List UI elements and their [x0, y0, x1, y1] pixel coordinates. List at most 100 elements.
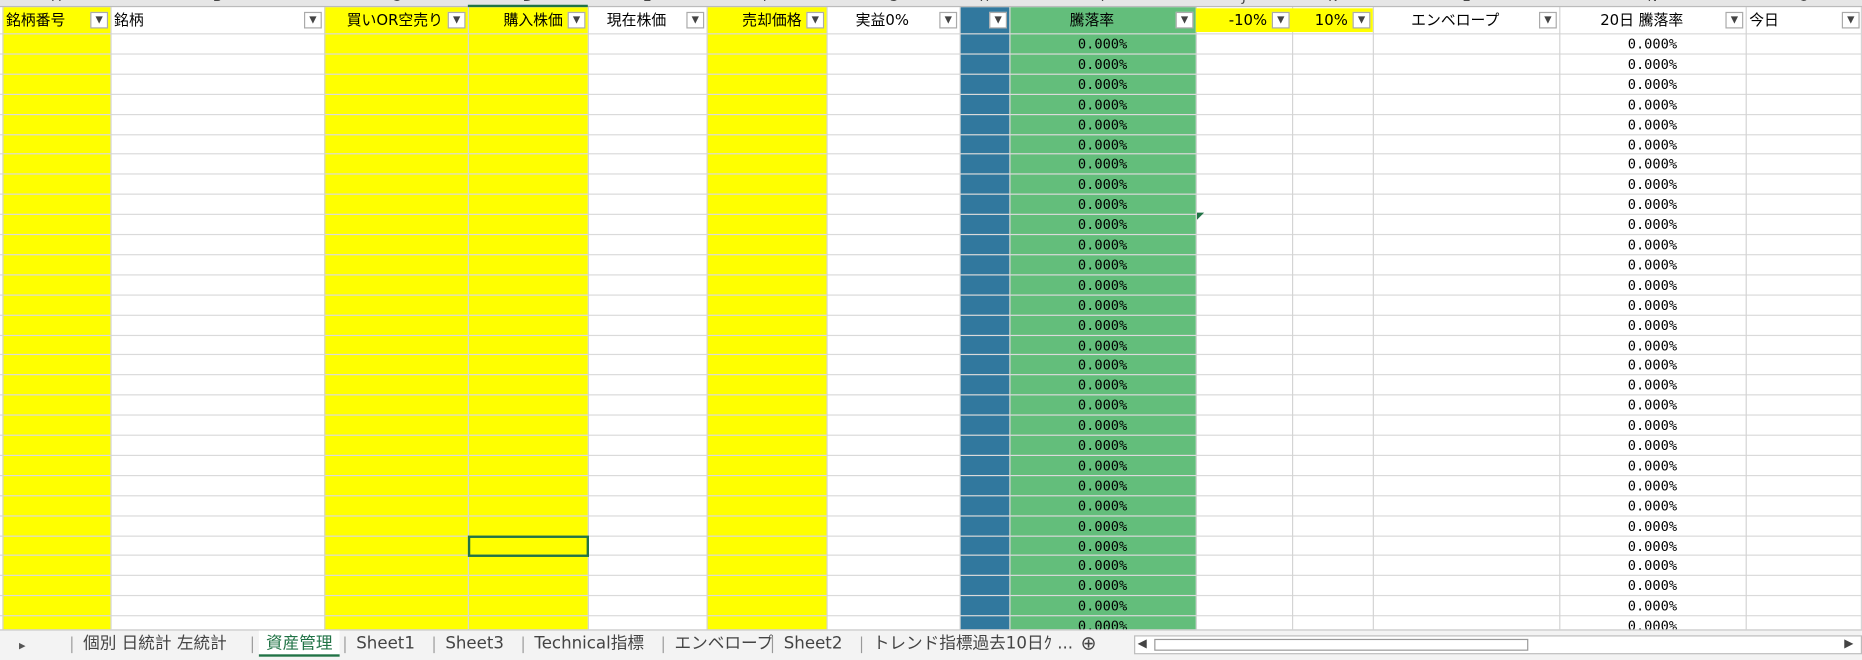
cell-value: 0.000% [1627, 437, 1678, 454]
sheet-tab[interactable]: トレンド指標過去10日ｸ ... [872, 634, 1074, 654]
cell-value: 0.000% [1627, 557, 1678, 575]
sheet-tab[interactable]: Technical指標 [534, 634, 644, 654]
row-line [0, 334, 1862, 336]
filter-button[interactable]: ▼ [90, 11, 109, 29]
scroll-left[interactable]: ◀ [1137, 637, 1147, 651]
filter-button[interactable]: ▼ [1841, 11, 1860, 29]
cell-value: 0.000% [1627, 416, 1678, 434]
cell-value: 0.000% [1077, 316, 1128, 334]
column-letter: G [827, 0, 960, 7]
filter-button[interactable]: ▼ [447, 11, 466, 29]
row-line [0, 354, 1862, 356]
row-line [0, 113, 1862, 115]
cell-value: 0.000% [1627, 115, 1678, 133]
cell-value: 0.000% [1627, 457, 1678, 474]
cell-value: 0.000% [1077, 597, 1128, 615]
filter-button[interactable]: ▼ [1352, 11, 1371, 29]
column-fill [324, 7, 468, 630]
cell-value: 0.000% [1077, 537, 1128, 554]
cell-value: 0.000% [1077, 356, 1128, 374]
col-line [826, 0, 828, 630]
row-line [0, 374, 1862, 376]
cell-value: 0.000% [1627, 256, 1678, 273]
col-line [1860, 0, 1862, 630]
filter-button[interactable]: ▼ [939, 11, 958, 29]
col-line [467, 0, 470, 630]
row-line [0, 153, 1862, 155]
cell-value: 0.000% [1077, 336, 1128, 354]
filter-button[interactable]: ▼ [989, 11, 1007, 29]
filter-button[interactable]: ▼ [567, 11, 586, 29]
sheet-tab[interactable]: Sheet2 [783, 634, 843, 654]
filter-button[interactable]: ▼ [806, 11, 825, 29]
add-sheet-button[interactable]: ⊕ [1080, 631, 1097, 655]
active-sheet-tab[interactable]: 資産管理 [258, 630, 340, 657]
cell-value: 0.000% [1077, 135, 1128, 153]
tab-separator [860, 636, 863, 654]
sheet-tab[interactable]: 個別 日統計 左統計 [83, 634, 227, 654]
filter-button[interactable]: ▼ [304, 11, 322, 29]
row-line [0, 514, 1862, 517]
selected-cell [467, 534, 589, 558]
cell-value: 0.000% [1077, 176, 1128, 193]
sheet-tab[interactable]: エンベロープ [674, 634, 774, 654]
column-fill [2, 7, 111, 630]
cell-value: 0.000% [1627, 276, 1678, 294]
column-header: 騰落率 [1069, 10, 1115, 29]
cell-value: 0.000% [1077, 457, 1128, 474]
row-line [0, 575, 1862, 577]
row-line [0, 394, 1862, 396]
column-letter: H [960, 0, 1010, 7]
col-line [324, 0, 326, 630]
column-letter: E [588, 0, 707, 7]
cell-value: 0.000% [1077, 55, 1128, 73]
row-line [0, 534, 1862, 537]
scroll-thumb[interactable] [1154, 638, 1529, 651]
filter-button[interactable]: ▼ [1175, 11, 1194, 29]
row-line [0, 53, 1862, 55]
sheet-tab[interactable]: Sheet3 [445, 634, 504, 654]
cell-value: 0.000% [1077, 156, 1128, 173]
cell-value: 0.000% [1627, 597, 1678, 615]
row-line [0, 233, 1862, 236]
cell-value: 0.000% [1077, 75, 1128, 93]
cell-value: 0.000% [1077, 196, 1128, 213]
cell-value: 0.000% [1627, 156, 1678, 173]
row-line [0, 253, 1862, 256]
cell-value: 0.000% [1627, 396, 1678, 414]
sheet-tab[interactable]: Sheet1 [356, 634, 415, 654]
filter-button[interactable]: ▼ [1725, 11, 1744, 29]
scroll-right[interactable]: ▶ [1844, 637, 1854, 651]
cell-value: 0.000% [1627, 296, 1678, 314]
column-letter: L [1373, 0, 1559, 7]
filter-button[interactable]: ▼ [1271, 11, 1290, 29]
column-letter: C [324, 0, 468, 7]
tab-separator [251, 636, 253, 654]
tab-separator [71, 636, 73, 654]
col-line [1745, 0, 1747, 630]
letter-row [0, 0, 1862, 8]
cell-value: 0.000% [1627, 216, 1678, 233]
filter-button[interactable]: ▼ [686, 11, 705, 29]
filter-button[interactable]: ▼ [1539, 11, 1557, 29]
cell-value: 0.000% [1627, 236, 1678, 253]
tab-scroll-button[interactable]: ▸ [19, 637, 26, 654]
column-header: 10% [1314, 10, 1348, 29]
tab-separator [433, 636, 435, 654]
cell-value: 0.000% [1627, 75, 1678, 93]
column-letter: A [2, 0, 110, 7]
column-letter: I [1009, 0, 1195, 7]
column-letter: D [468, 0, 588, 7]
cell-value: 0.000% [1627, 95, 1678, 113]
tab-separator [662, 636, 664, 654]
column-header: -10% [1228, 10, 1268, 29]
column-fill [467, 7, 588, 630]
column-fill [706, 7, 827, 630]
row-line [0, 434, 1862, 436]
col-line [1372, 0, 1374, 630]
row-line [0, 454, 1862, 456]
col-line [706, 0, 708, 630]
row-line [0, 615, 1862, 617]
tab-separator [522, 636, 524, 654]
